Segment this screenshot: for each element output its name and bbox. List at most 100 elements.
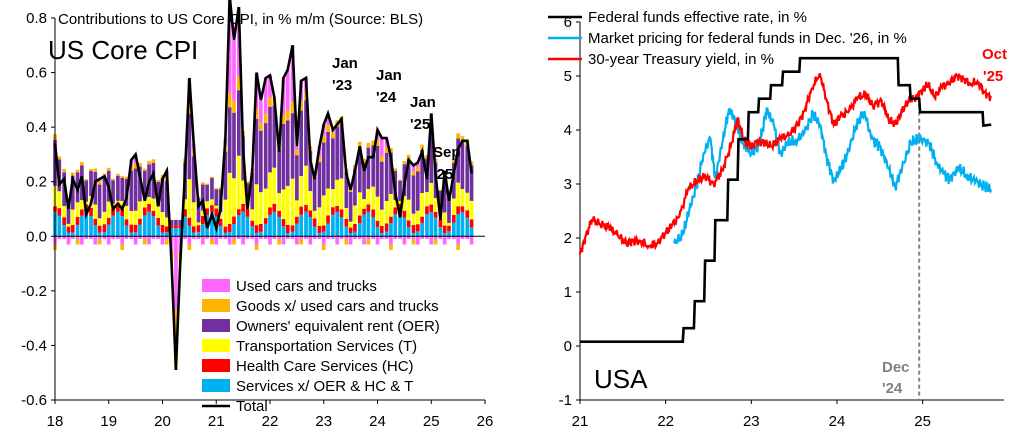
stacked-bar-segment [241,180,245,204]
stacked-bar-segment [415,166,420,172]
stacked-bar-segment [259,236,263,240]
stacked-bar-segment [124,219,129,226]
stacked-bar-segment [169,219,174,226]
stacked-bar-segment [465,217,470,237]
stacked-bar-segment [308,210,313,218]
stacked-bar-segment [317,225,322,234]
stacked-bar-segment [70,172,75,176]
stacked-bar-segment [447,231,451,237]
stacked-bar-segment [357,147,362,193]
stacked-bar-segment [93,236,98,245]
stacked-bar-segment [151,198,156,211]
stacked-bar-segment [111,180,115,204]
stacked-bar-segment [66,232,71,237]
stacked-bar-segment [142,170,147,197]
stacked-bar-segment [70,209,75,225]
stacked-bar-segment [263,188,268,219]
stacked-bar-segment [75,169,80,173]
stacked-bar-segment [227,231,232,237]
stacked-bar-segment [411,239,416,245]
stacked-bar-segment [317,162,322,208]
stacked-bar-segment [124,225,129,237]
annotation-dec-24: Dec [882,359,910,376]
stacked-bar-segment [375,236,380,245]
left-x-tick-label: 19 [100,413,117,430]
stacked-bar-segment [138,163,142,167]
stacked-bar-segment [433,236,438,240]
stacked-bar-segment [245,181,250,184]
stacked-bar-segment [80,200,84,210]
stacked-bar-segment [214,208,219,217]
stacked-bar-segment [425,214,429,237]
stacked-bar-segment [375,139,380,146]
stacked-bar-segment [447,196,451,223]
stacked-bar-segment [353,231,357,237]
stacked-bar-segment [362,199,366,209]
stacked-bar-segment [102,224,107,233]
stacked-bar-segment [241,211,245,237]
stacked-bar-segment [80,209,84,216]
stacked-bar-segment [389,223,393,237]
stacked-bar-segment [250,226,255,237]
stacked-bar-segment [214,236,219,245]
stacked-bar-segment [425,154,429,159]
stacked-bar-segment [97,218,102,226]
stacked-bar-segment [389,152,393,194]
stacked-bar-segment [147,160,151,165]
stacked-bar-segment [290,178,295,226]
stacked-bar-segment [398,180,402,202]
left-y-tick-label: -0.4 [21,337,47,354]
left-y-tick-label: -0.6 [21,392,47,409]
stacked-bar-segment [335,211,340,237]
stacked-bar-segment [70,175,75,210]
stacked-bar-segment [97,232,102,237]
stacked-bar-segment [223,232,228,237]
stacked-bar-segment [456,182,460,207]
stacked-bar-segment [232,224,236,237]
stacked-bar-segment [339,123,344,179]
stacked-bar-segment [357,236,362,240]
stacked-bar-segment [97,225,102,233]
stacked-bar-segment [232,100,236,113]
stacked-bar-segment [308,217,313,237]
stacked-bar-segment [200,224,205,237]
stacked-bar-segment [214,189,219,206]
stacked-bar-segment [84,180,89,202]
stacked-bar-segment [263,123,268,189]
stacked-bar-segment [259,223,263,232]
stacked-bar-segment [218,212,223,219]
stacked-bar-segment [344,172,349,209]
legend-swatch [202,319,230,332]
stacked-bar-segment [89,216,93,237]
stacked-bar-segment [353,168,357,206]
left-y-tick-label: -0.2 [21,283,47,300]
stacked-bar-segment [384,231,389,237]
stacked-bar-segment [420,149,424,193]
stacked-bar-segment [447,225,451,232]
stacked-bar-segment [295,146,299,150]
stacked-bar-segment [164,232,169,237]
stacked-bar-segment [70,224,75,233]
right-legend: Federal funds effective rate, in % Market… [548,9,907,68]
stacked-bar-segment [200,182,205,185]
stacked-bar-segment [415,236,420,245]
stacked-bar-segment [304,100,308,166]
stacked-bar-segment [398,179,402,181]
stacked-bar-segment [97,181,102,185]
stacked-bar-segment [75,224,80,237]
stacked-bar-segment [465,210,470,218]
stacked-bar-segment [57,215,62,237]
stacked-bar-segment [429,204,434,212]
stacked-bar-segment [335,236,340,245]
legend-swatch [202,339,230,352]
stacked-bar-segment [232,112,236,179]
stacked-bar-segment [227,236,232,245]
stacked-bar-segment [62,205,66,218]
stacked-bar-segment [469,219,474,228]
stacked-bar-segment [312,177,317,211]
stacked-bar-segment [97,184,102,219]
stacked-bar-segment [371,140,376,146]
stacked-bar-segment [80,161,84,166]
stacked-bar-segment [420,216,424,223]
